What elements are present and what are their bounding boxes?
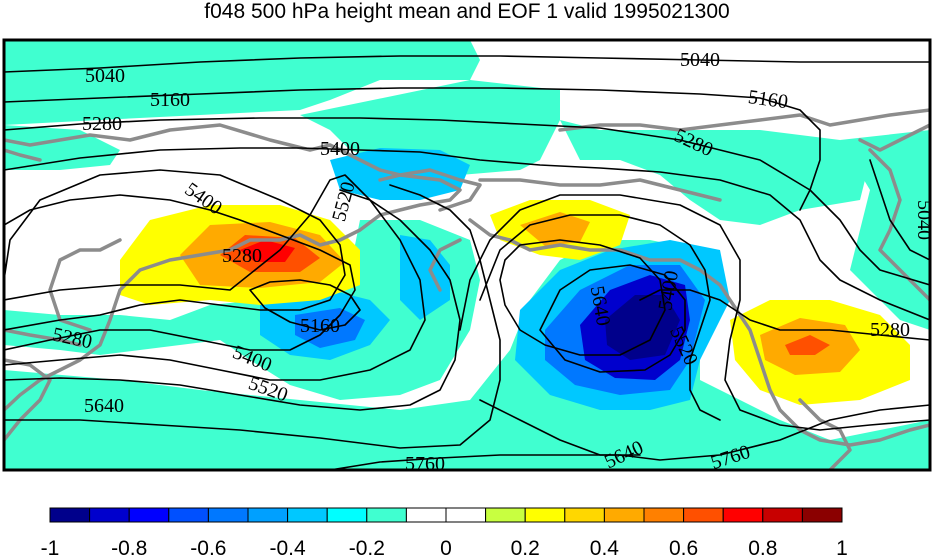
colorbar-swatch xyxy=(247,507,289,523)
colorbar-swatch xyxy=(603,507,645,523)
contour-5640-bottom xyxy=(479,399,641,456)
height-contours xyxy=(4,55,930,470)
shade-right-edge xyxy=(840,130,930,330)
coast-center-land xyxy=(468,218,930,447)
colorbar-tick-label: 0.6 xyxy=(669,537,698,558)
contour-label: 5280 xyxy=(870,319,910,341)
colorbar-swatch xyxy=(89,507,130,523)
colorbar-swatch xyxy=(683,507,724,523)
contour-center-5640 xyxy=(459,194,930,431)
colorbar-swatch xyxy=(643,507,685,523)
shade-center xyxy=(4,220,480,400)
colorbar-swatch xyxy=(128,507,170,523)
contour-label: 5280 xyxy=(222,245,262,267)
contour-5640-a xyxy=(4,189,461,411)
colorbar-tick-label: 0.4 xyxy=(590,537,620,558)
map-frame xyxy=(2,38,932,472)
contour-label: 5160 xyxy=(300,315,340,337)
shading-red xyxy=(240,240,295,262)
colorbar-swatch xyxy=(801,507,843,523)
contour-5760-bottom xyxy=(329,404,930,470)
contour-5040-east xyxy=(869,159,930,261)
contour-5520-right xyxy=(639,289,930,341)
colorbar-tick-label: 1 xyxy=(836,537,848,558)
colorbar-tick-label: -0.2 xyxy=(349,537,385,558)
contour-label: 5040 xyxy=(85,65,125,87)
coast-south-left xyxy=(4,328,82,347)
colorbar: -1 -0.8 -0.6 -0.4 -0.2 0 0.2 0.4 0.6 0.8 1 xyxy=(41,507,848,558)
contour-label: 5760 xyxy=(405,453,445,475)
coast-west-continent xyxy=(4,123,462,412)
coast-far-left xyxy=(4,148,42,162)
coast-east-bay xyxy=(868,148,930,302)
map-title: f048 500 hPa height mean and EOF 1 valid… xyxy=(204,0,730,23)
shade-orange-center xyxy=(520,212,590,246)
contour-west-5160 xyxy=(249,279,361,331)
shading-darkest-blue xyxy=(605,295,680,360)
contour-center-low xyxy=(499,239,666,356)
contour-west-5280 xyxy=(4,169,346,331)
colorbar-swatch xyxy=(326,507,368,523)
contour-label: 5640 xyxy=(84,395,124,417)
colorbar-swatch xyxy=(722,507,764,523)
contour-center-5520 xyxy=(479,214,721,421)
colorbar-tick-label: 0.8 xyxy=(748,537,777,558)
colorbar-swatch xyxy=(762,507,803,523)
contour-west-5520 xyxy=(4,174,426,381)
colorbar-swatch xyxy=(405,507,447,523)
colorbar-swatch xyxy=(287,507,328,523)
colorbar-tick-label: 0 xyxy=(440,537,452,558)
colorbar-swatch xyxy=(564,507,605,523)
contour-label: 5280 xyxy=(82,113,122,135)
contour-label: 5040 xyxy=(913,200,934,240)
colorbar-swatch xyxy=(524,507,566,523)
shade-left-low xyxy=(4,380,70,470)
contour-5040-a xyxy=(4,55,930,73)
coast-north-islands xyxy=(378,168,482,212)
colorbar-swatch xyxy=(485,507,526,523)
contour-5160-a xyxy=(4,87,821,211)
coast-east-islands xyxy=(858,123,930,152)
shade-core-east xyxy=(605,295,680,360)
colorbar-swatch xyxy=(49,507,91,523)
colorbar-swatch xyxy=(207,507,249,523)
coast-east-lower xyxy=(798,398,852,470)
colorbar-swatch xyxy=(366,507,407,523)
colorbar-tick-label: -0.4 xyxy=(270,537,307,558)
coast-center-west xyxy=(428,238,462,292)
shade-right-region xyxy=(560,120,870,225)
coast-south-left2 xyxy=(4,358,52,442)
contour-label: 5040 xyxy=(680,49,720,71)
contour-5280-a xyxy=(4,117,930,286)
shade-top-band-right xyxy=(300,80,560,175)
contour-5400-a xyxy=(4,147,930,321)
coast-north-islands2 xyxy=(478,178,722,202)
contour-label: 5400 xyxy=(320,138,360,160)
colorbar-swatch xyxy=(445,507,487,523)
contour-label: 5160 xyxy=(150,89,190,111)
colorbar-tick-label: -0.6 xyxy=(190,537,226,558)
contour-center-5400 xyxy=(539,264,686,373)
colorbar-tick-label: -1 xyxy=(41,537,60,558)
contour-5760-a xyxy=(4,184,501,449)
map-area: 5040 5040 5160 5160 5280 5280 5400 5400 … xyxy=(4,40,934,475)
shade-red-west xyxy=(240,240,295,262)
coastlines xyxy=(4,108,930,470)
shade-top-band xyxy=(4,40,480,125)
shade-redorange-east xyxy=(785,335,830,355)
contour-west-5400 xyxy=(4,194,356,351)
coast-east-top xyxy=(558,108,930,132)
colorbar-tick-label: -0.8 xyxy=(111,537,147,558)
colorbar-tick-label: 0.2 xyxy=(511,537,540,558)
colorbar-swatch xyxy=(168,507,209,523)
